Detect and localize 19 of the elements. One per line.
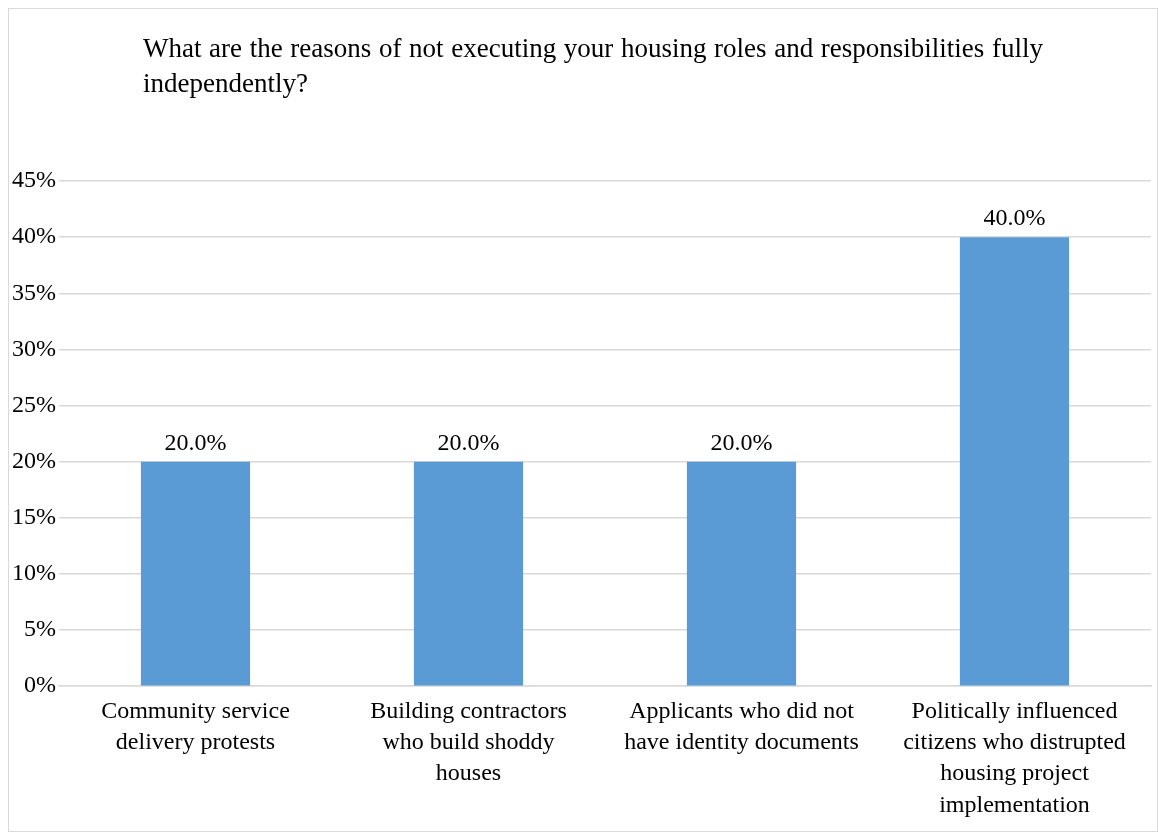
y-tick-label: 40% [11, 222, 56, 249]
y-tick-label: 25% [11, 390, 56, 417]
data-label: 20.0% [164, 428, 227, 455]
data-label: 20.0% [710, 428, 773, 455]
x-tick-label: Applicants who did not have identity documents [624, 697, 859, 755]
x-tick-label: Community service delivery protests [101, 697, 290, 755]
y-tick-label: 0% [23, 671, 56, 698]
data-label: 20.0% [437, 428, 500, 455]
x-tick-label: Politically influenced citizens who distrupted housing project implementation [903, 697, 1126, 817]
y-tick-label: 45% [11, 166, 56, 193]
data-label: 40.0% [983, 204, 1046, 231]
y-tick-label: 5% [23, 615, 56, 642]
y-tick-label: 35% [11, 278, 56, 305]
y-tick-label: 30% [11, 334, 56, 361]
chart-title: What are the reasons of not executing your housing roles and responsibilities fully independently? [142, 32, 1043, 101]
y-tick-label: 20% [11, 446, 56, 473]
y-tick-label: 10% [11, 559, 56, 586]
x-tick-label: Building contractors who build shoddy houses [370, 697, 567, 786]
y-tick-label: 15% [11, 503, 56, 530]
